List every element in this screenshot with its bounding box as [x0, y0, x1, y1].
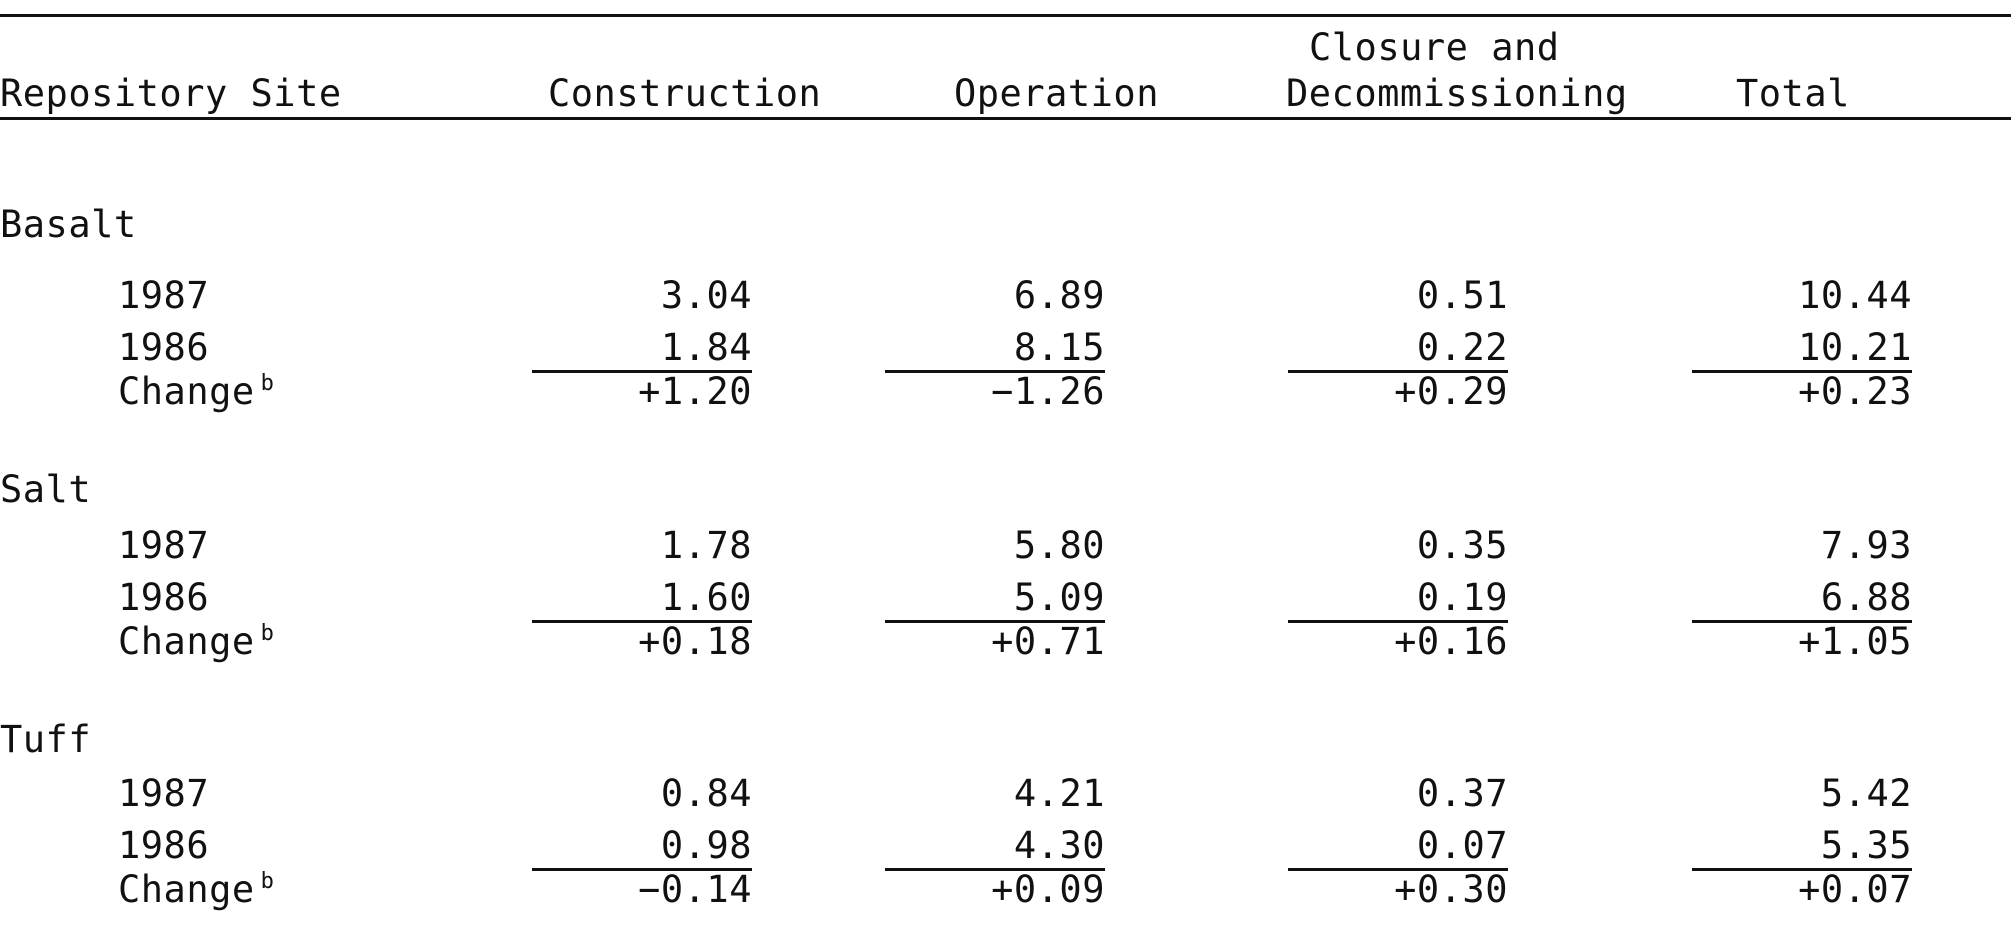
- header-construction: Construction: [548, 72, 822, 115]
- row-label: 1986: [118, 576, 210, 619]
- cell-total: 6.88: [1692, 576, 1912, 623]
- cell-construction: +1.20: [638, 370, 752, 413]
- cell-operation: +0.71: [991, 620, 1105, 663]
- footnote-marker: b: [260, 371, 275, 396]
- top-rule: [0, 14, 2011, 17]
- cell-total: 10.21: [1692, 326, 1912, 373]
- cell-operation: 4.30: [885, 824, 1105, 871]
- cell-operation: 4.21: [1013, 772, 1105, 815]
- cell-total: 7.93: [1820, 524, 1912, 567]
- row-label-change: Change b: [118, 868, 274, 918]
- cell-operation: 5.09: [885, 576, 1105, 623]
- header-rule: [0, 117, 2011, 120]
- row-label: 1986: [118, 824, 210, 867]
- header-closure-line2: Decommissioning: [1286, 72, 1628, 115]
- row-label: 1987: [118, 772, 210, 815]
- footnote-marker: b: [260, 869, 275, 894]
- group-name: Tuff: [0, 718, 92, 761]
- cell-operation: 8.15: [885, 326, 1105, 373]
- change-label: Change: [118, 370, 255, 413]
- cell-total: 10.44: [1798, 274, 1912, 317]
- group-name: Salt: [0, 468, 92, 511]
- cell-operation: 5.80: [1013, 524, 1105, 567]
- cell-construction: 0.84: [660, 772, 752, 815]
- row-label-change: Change b: [118, 620, 274, 670]
- row-label: 1987: [118, 274, 210, 317]
- cell-closure: 0.07: [1288, 824, 1508, 871]
- cell-closure: 0.22: [1288, 326, 1508, 373]
- cell-operation: +0.09: [991, 868, 1105, 911]
- cell-closure: +0.29: [1394, 370, 1508, 413]
- cell-closure: +0.16: [1394, 620, 1508, 663]
- row-label-change: Change b: [118, 370, 274, 420]
- cell-total: 5.42: [1820, 772, 1912, 815]
- cell-construction: −0.14: [638, 868, 752, 911]
- cell-construction: 1.60: [532, 576, 752, 623]
- cell-construction: 3.04: [660, 274, 752, 317]
- row-label: 1986: [118, 326, 210, 369]
- cell-closure: 0.37: [1416, 772, 1508, 815]
- footnote-marker: b: [260, 621, 275, 646]
- cell-construction: 1.84: [532, 326, 752, 373]
- cell-construction: 0.98: [532, 824, 752, 871]
- cell-closure: 0.51: [1416, 274, 1508, 317]
- cell-total: +0.23: [1798, 370, 1912, 413]
- header-operation: Operation: [954, 72, 1159, 115]
- cell-closure: 0.19: [1288, 576, 1508, 623]
- cell-closure: 0.35: [1416, 524, 1508, 567]
- cell-total: 5.35: [1692, 824, 1912, 871]
- cell-operation: −1.26: [991, 370, 1105, 413]
- change-label: Change: [118, 620, 255, 663]
- cell-operation: 6.89: [1013, 274, 1105, 317]
- header-closure-line1: Closure and: [1309, 26, 1560, 69]
- row-label: 1987: [118, 524, 210, 567]
- cell-total: +1.05: [1798, 620, 1912, 663]
- change-label: Change: [118, 868, 255, 911]
- header-site: Repository Site: [0, 72, 342, 115]
- cell-total: +0.07: [1798, 868, 1912, 911]
- header-total: Total: [1736, 72, 1850, 115]
- cell-closure: +0.30: [1394, 868, 1508, 911]
- cell-construction: 1.78: [660, 524, 752, 567]
- group-name: Basalt: [0, 203, 137, 246]
- cell-construction: +0.18: [638, 620, 752, 663]
